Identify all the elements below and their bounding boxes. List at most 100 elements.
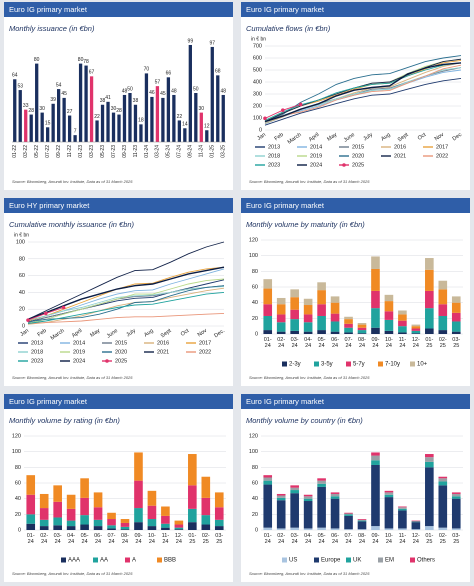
bar	[144, 73, 149, 142]
x-tick-label: 03-25	[221, 145, 227, 158]
legend-swatch	[378, 361, 383, 367]
panel-header-text: Euro IG primary market	[246, 201, 325, 210]
x-tick-label: 05-24	[317, 533, 326, 545]
legend-label: A	[132, 558, 136, 564]
bar-segment	[357, 324, 367, 328]
bar-segment	[398, 326, 407, 333]
value-label: 66	[166, 71, 172, 77]
bar-segment	[276, 497, 286, 501]
bar-segment	[134, 508, 143, 523]
bar-segment	[147, 519, 157, 527]
bar-segment	[290, 319, 299, 331]
legend-label: UK	[353, 558, 361, 564]
value-label: 28	[28, 108, 34, 114]
bar-segment	[134, 522, 143, 530]
y-tick-label: 40	[19, 290, 25, 296]
panel	[4, 198, 233, 386]
source-note: Source: Bloomberg, Amundi Inv. Institute…	[249, 571, 370, 576]
bar-segment	[317, 527, 326, 530]
bar-segment	[398, 314, 407, 321]
y-tick-label: 100	[253, 115, 262, 121]
legend-label: 2017	[436, 144, 448, 150]
x-tick-label: 02-24	[277, 533, 286, 545]
y-tick-label: 700	[253, 43, 262, 49]
bar-segment	[201, 497, 211, 516]
bar-segment	[371, 464, 380, 527]
bar-segment	[188, 485, 197, 509]
bar-segment	[214, 492, 224, 508]
bar-segment	[66, 494, 76, 509]
bar-segment	[303, 498, 313, 502]
bar	[166, 77, 171, 142]
value-label: 22	[94, 114, 100, 120]
bar	[155, 86, 160, 142]
bar-segment	[425, 269, 434, 291]
bar-segment	[317, 315, 326, 331]
x-tick-label: 10-24	[384, 337, 393, 349]
y-tick-label: 80	[19, 256, 25, 262]
bar-segment	[53, 517, 62, 526]
x-tick-label: Sept	[160, 328, 173, 340]
x-tick-label: 11-24	[161, 533, 170, 545]
bar-segment	[425, 454, 434, 458]
bar	[177, 120, 182, 142]
bar	[95, 120, 99, 142]
panel-header-text: Euro IG primary market	[9, 5, 88, 14]
bar-segment	[357, 330, 367, 334]
y-tick-label: 100	[249, 253, 258, 259]
bar-segment	[214, 526, 224, 530]
x-tick-label: Jan	[256, 132, 267, 142]
bar-segment	[317, 304, 326, 316]
x-tick-label: 02-25	[438, 533, 447, 545]
x-tick-label: June	[343, 132, 356, 144]
legend-swatch	[410, 361, 415, 367]
x-tick-label: 04-24	[304, 337, 313, 349]
bar-segment	[344, 327, 353, 333]
x-tick-label: 01-25	[188, 533, 197, 545]
bar-segment	[438, 527, 448, 530]
y-tick-label: 0	[22, 323, 25, 329]
x-tick-label: 04-24	[304, 533, 313, 545]
value-label: 70	[144, 67, 150, 73]
x-tick-label: 06-24	[331, 533, 340, 545]
bar	[221, 94, 225, 142]
value-label: 68	[215, 69, 221, 75]
bar-segment	[330, 493, 340, 497]
bar	[67, 115, 72, 142]
bar	[199, 112, 203, 142]
series-marker	[61, 305, 66, 310]
x-tick-label: 09-22	[56, 145, 62, 158]
x-tick-label: 07-23	[111, 145, 117, 158]
value-label: 15	[45, 121, 51, 127]
legend-swatch	[410, 557, 415, 563]
x-tick-label: 09-24	[188, 145, 194, 158]
bar-segment	[344, 319, 353, 324]
bar	[18, 90, 22, 142]
bar-segment	[344, 515, 353, 530]
bar-segment	[276, 500, 286, 529]
bar-segment	[357, 519, 367, 521]
bar	[13, 79, 17, 142]
bar-segment	[53, 485, 62, 502]
legend-swatch	[282, 361, 287, 367]
bar	[24, 109, 28, 142]
bar-segment	[290, 330, 299, 334]
x-tick-label: 01-25	[425, 337, 434, 349]
bar	[194, 93, 198, 142]
value-label: 67	[89, 70, 95, 76]
bar-segment	[330, 302, 340, 314]
bar-segment	[303, 331, 313, 334]
panel-header-text: Euro HY primary market	[9, 201, 90, 210]
bar-segment	[371, 290, 380, 309]
legend-swatch	[314, 361, 319, 367]
legend-label: EM	[385, 558, 394, 564]
bar-segment	[80, 497, 89, 516]
bar-segment	[425, 290, 434, 309]
x-tick-label: 01-25	[425, 533, 434, 545]
legend-label: 2020	[352, 153, 364, 159]
bar	[106, 101, 110, 142]
bar-segment	[290, 487, 299, 491]
x-tick-label: 05-24	[317, 337, 326, 349]
x-tick-label: Nov	[197, 328, 209, 339]
